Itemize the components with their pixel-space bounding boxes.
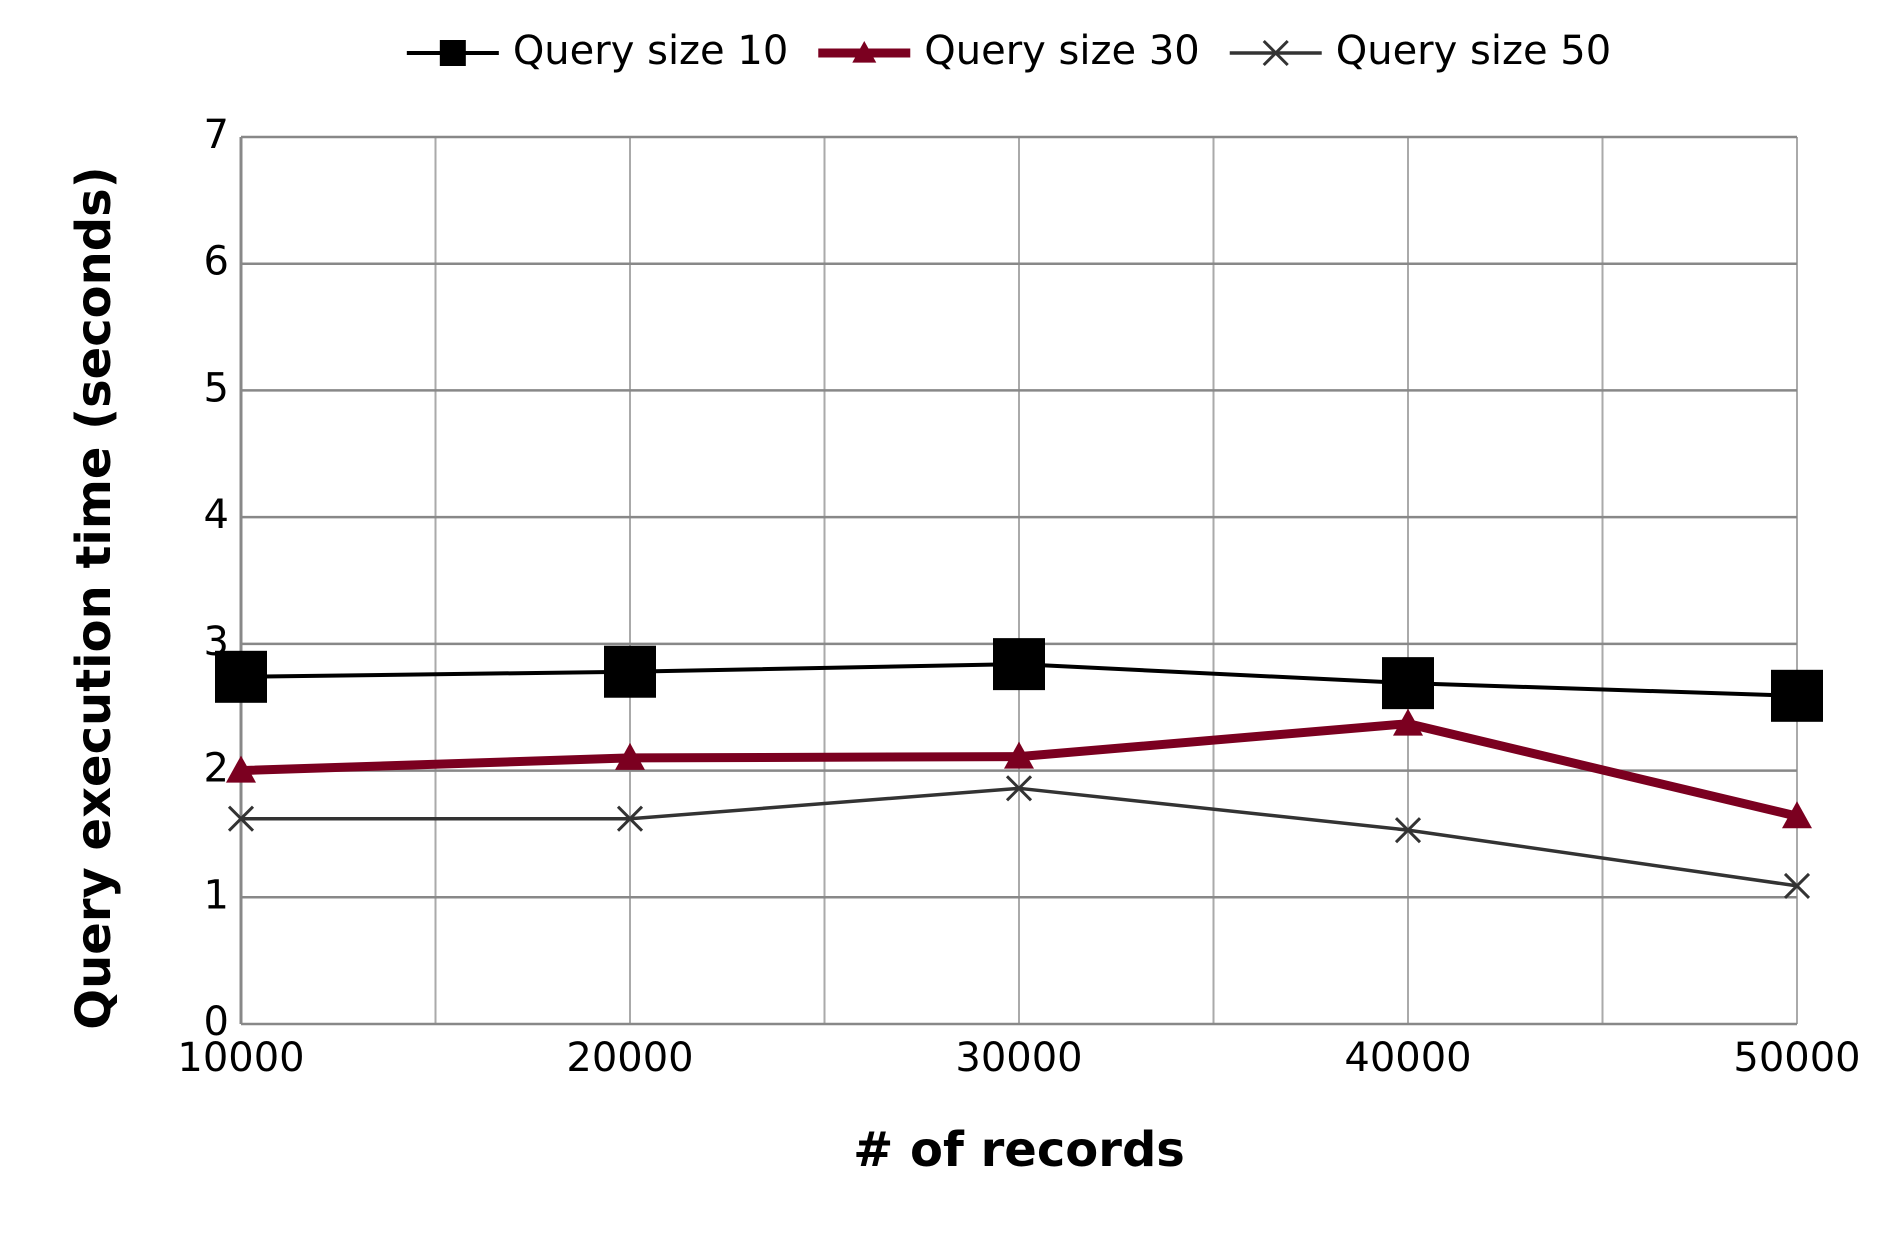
marker	[616, 805, 644, 832]
y-tick-label: 0	[204, 999, 229, 1045]
marker	[226, 755, 256, 783]
marker	[1004, 741, 1034, 769]
legend-marker	[852, 41, 877, 63]
x-tick-label: 50000	[1733, 1035, 1860, 1081]
marker	[615, 742, 645, 770]
x-axis-title: # of records	[853, 1122, 1185, 1178]
marker	[1771, 669, 1823, 722]
legend-label: Query size 50	[1336, 28, 1611, 74]
x-tick-label: 10000	[177, 1035, 304, 1081]
marker	[993, 638, 1045, 691]
marker	[227, 805, 255, 832]
marker	[1005, 775, 1033, 802]
legend-label: Query size 10	[513, 28, 788, 74]
y-tick-label: 4	[204, 492, 229, 538]
marker	[1782, 801, 1812, 829]
legend-label: Query size 30	[924, 28, 1199, 74]
y-tick-label: 1	[204, 872, 229, 918]
x-tick-label: 40000	[1344, 1035, 1471, 1081]
marker	[604, 645, 656, 698]
y-tick-label: 6	[204, 239, 229, 285]
x-tick-label: 20000	[566, 1035, 693, 1081]
marker	[1394, 817, 1422, 844]
marker	[215, 650, 267, 703]
y-tick-label: 7	[204, 112, 229, 158]
legend: Query size 10 Query size 30 Query size 50	[406, 28, 1611, 74]
y-tick-label: 5	[204, 365, 229, 411]
y-axis-title: Query execution time (seconds)	[66, 166, 122, 1029]
marker	[1382, 657, 1434, 710]
x-tick-label: 30000	[955, 1035, 1082, 1081]
marker	[1393, 708, 1423, 736]
legend-marker	[1262, 39, 1289, 67]
y-tick-label: 2	[204, 746, 229, 792]
marker	[1783, 872, 1811, 899]
legend-marker	[439, 40, 466, 66]
